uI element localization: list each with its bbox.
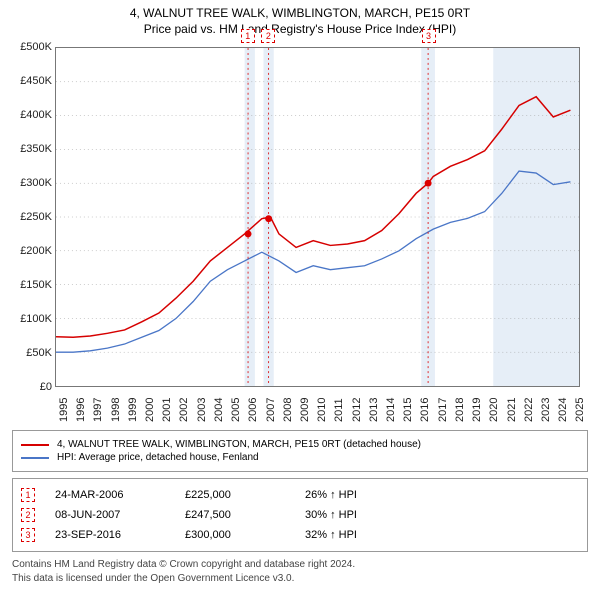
chart-title: 4, WALNUT TREE WALK, WIMBLINGTON, MARCH,… xyxy=(0,0,600,22)
y-axis-label: £250K xyxy=(10,211,52,223)
x-axis-label: 1999 xyxy=(127,398,139,422)
x-axis-label: 2022 xyxy=(523,398,535,422)
chart-container: £0 £50K £100K £150K £200K £250K £300K £350K £400… xyxy=(10,42,590,422)
legend-label: 4, WALNUT TREE WALK, WIMBLINGTON, MARCH,… xyxy=(57,439,421,450)
x-axis-label: 2006 xyxy=(247,398,259,422)
y-axis-label: £500K xyxy=(10,41,52,53)
y-axis-label: £0 xyxy=(10,381,52,393)
y-axis-label: £300K xyxy=(10,177,52,189)
sale-hpi: 26% ↑ HPI xyxy=(305,489,415,501)
x-axis-label: 2025 xyxy=(574,398,586,422)
sale-number-box: 2 xyxy=(21,508,35,522)
legend: 4, WALNUT TREE WALK, WIMBLINGTON, MARCH,… xyxy=(12,430,588,472)
sale-hpi: 30% ↑ HPI xyxy=(305,509,415,521)
footer: Contains HM Land Registry data © Crown c… xyxy=(12,558,588,586)
x-axis-label: 2010 xyxy=(316,398,328,422)
sale-number-box: 3 xyxy=(21,528,35,542)
sale-price: £300,000 xyxy=(185,529,305,541)
y-axis-label: £350K xyxy=(10,143,52,155)
legend-item: 4, WALNUT TREE WALK, WIMBLINGTON, MARCH,… xyxy=(21,439,579,450)
legend-swatch xyxy=(21,457,49,459)
x-axis-label: 2013 xyxy=(368,398,380,422)
sale-number-box: 1 xyxy=(21,488,35,502)
x-axis-label: 1996 xyxy=(75,398,87,422)
x-axis-label: 2021 xyxy=(506,398,518,422)
sale-marker: 1 xyxy=(241,29,255,43)
x-axis-label: 2004 xyxy=(213,398,225,422)
sale-price: £225,000 xyxy=(185,489,305,501)
legend-label: HPI: Average price, detached house, Fenl… xyxy=(57,452,259,463)
x-axis-label: 2001 xyxy=(161,398,173,422)
footer-line-1: Contains HM Land Registry data © Crown c… xyxy=(12,558,588,572)
x-axis-label: 2016 xyxy=(419,398,431,422)
x-axis-label: 1997 xyxy=(92,398,104,422)
sale-date: 23-SEP-2016 xyxy=(55,529,185,541)
x-axis-label: 2009 xyxy=(299,398,311,422)
x-axis-label: 2020 xyxy=(488,398,500,422)
sale-marker: 3 xyxy=(422,29,436,43)
x-axis-label: 2019 xyxy=(471,398,483,422)
x-axis-label: 2005 xyxy=(230,398,242,422)
x-axis-label: 2008 xyxy=(282,398,294,422)
sale-row: 3 23-SEP-2016£300,00032% ↑ HPI xyxy=(17,525,583,545)
x-axis-label: 2011 xyxy=(333,398,345,422)
plot-svg xyxy=(56,48,579,386)
y-axis-label: £200K xyxy=(10,245,52,257)
x-axis-label: 2015 xyxy=(402,398,414,422)
x-axis-label: 2002 xyxy=(178,398,190,422)
sale-hpi: 32% ↑ HPI xyxy=(305,529,415,541)
x-axis-label: 1995 xyxy=(58,398,70,422)
legend-item: HPI: Average price, detached house, Fenl… xyxy=(21,452,579,463)
y-axis-label: £100K xyxy=(10,313,52,325)
footer-line-2: This data is licensed under the Open Gov… xyxy=(12,572,588,586)
sale-marker: 2 xyxy=(261,29,275,43)
x-axis-label: 2017 xyxy=(437,398,449,422)
y-axis-label: £150K xyxy=(10,279,52,291)
legend-swatch xyxy=(21,444,49,446)
x-axis-label: 2014 xyxy=(385,398,397,422)
x-axis-label: 2012 xyxy=(351,398,363,422)
y-axis-label: £450K xyxy=(10,75,52,87)
x-axis-label: 2018 xyxy=(454,398,466,422)
x-axis-label: 1998 xyxy=(110,398,122,422)
x-axis-label: 2024 xyxy=(557,398,569,422)
x-axis-label: 2023 xyxy=(540,398,552,422)
sale-date: 24-MAR-2006 xyxy=(55,489,185,501)
sale-date: 08-JUN-2007 xyxy=(55,509,185,521)
plot-area xyxy=(55,47,580,387)
x-axis-label: 2003 xyxy=(196,398,208,422)
sale-price: £247,500 xyxy=(185,509,305,521)
sales-table: 1 24-MAR-2006£225,00026% ↑ HPI 2 08-JUN-200… xyxy=(12,478,588,552)
sale-row: 2 08-JUN-2007£247,50030% ↑ HPI xyxy=(17,505,583,525)
sale-row: 1 24-MAR-2006£225,00026% ↑ HPI xyxy=(17,485,583,505)
y-axis-label: £400K xyxy=(10,109,52,121)
chart-subtitle: Price paid vs. HM Land Registry's House … xyxy=(0,22,600,42)
x-axis-label: 2000 xyxy=(144,398,156,422)
y-axis-label: £50K xyxy=(10,347,52,359)
x-axis-label: 2007 xyxy=(265,398,277,422)
